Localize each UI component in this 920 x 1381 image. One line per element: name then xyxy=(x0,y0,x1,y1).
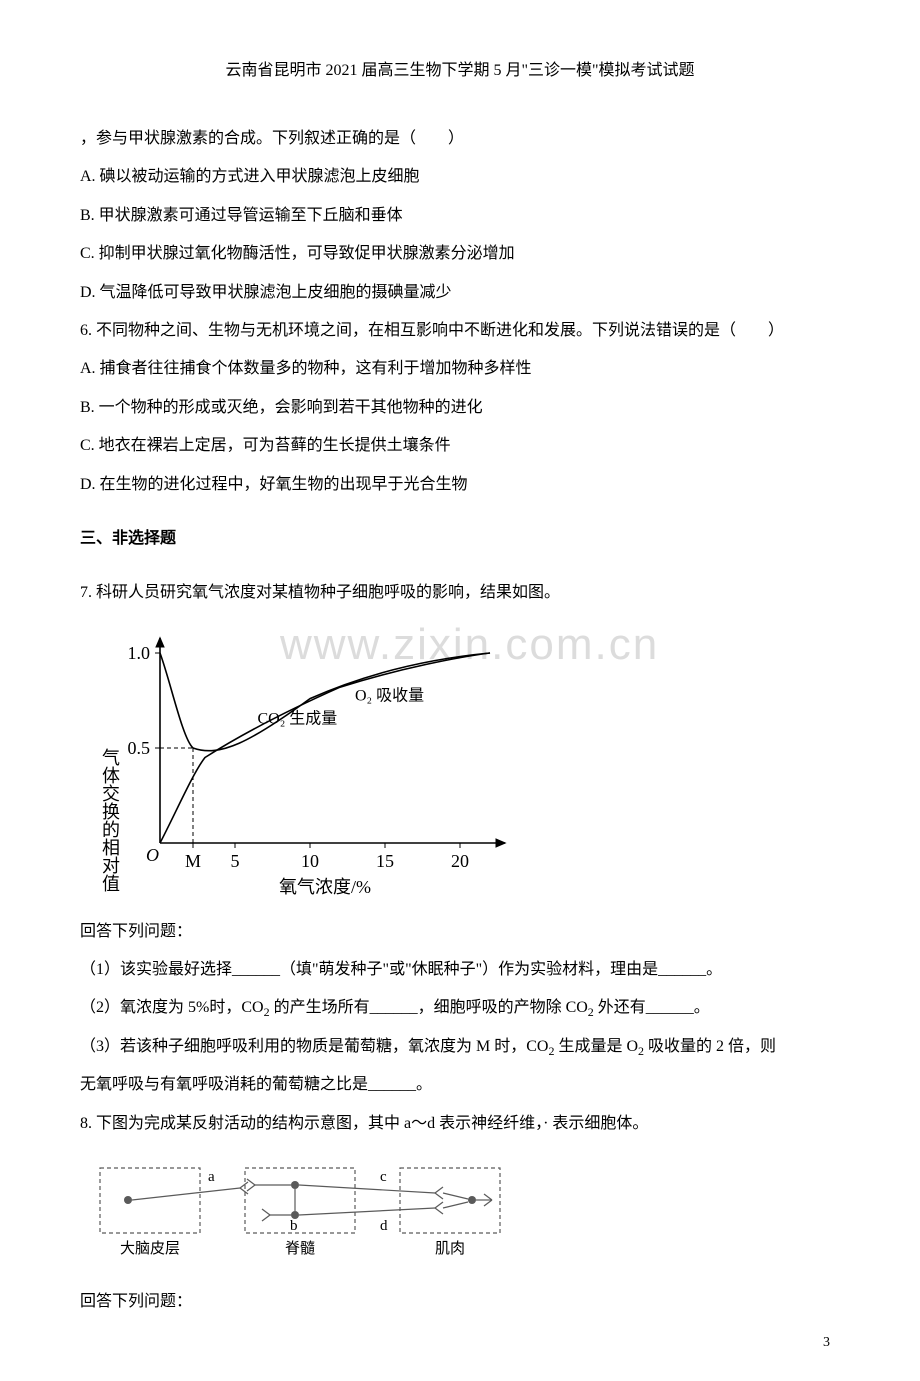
q5-option-b: B. 甲状腺激素可通过导管运输至下丘脑和垂体 xyxy=(80,197,840,235)
q6-option-b: B. 一个物种的形成或灭绝，会影响到若干其他物种的进化 xyxy=(80,389,840,427)
svg-text:气体交换的相对值: 气体交换的相对值 xyxy=(100,748,120,892)
q7-3-prefix: （3）若该种子细胞呼吸利用的物质是葡萄糖，氧浓度为 M 时，CO xyxy=(80,1038,548,1055)
svg-text:a: a xyxy=(208,1169,215,1185)
svg-text:d: d xyxy=(380,1218,388,1234)
section-3-heading: 三、非选择题 xyxy=(80,520,840,558)
q7-3-suffix: 吸收量的 2 倍，则 xyxy=(644,1038,776,1055)
svg-text:5: 5 xyxy=(231,851,240,871)
q5-option-c: C. 抑制甲状腺过氧化物酶活性，可导致促甲状腺激素分泌增加 xyxy=(80,235,840,273)
q7-sub-3-line2: 无氧呼吸与有氧呼吸消耗的葡萄糖之比是______。 xyxy=(80,1066,840,1104)
q7-2-prefix: （2）氧浓度为 5%时，CO xyxy=(80,999,264,1016)
q5-stem: ，参与甲状腺激素的合成。下列叙述正确的是（ ） xyxy=(80,120,840,158)
q7-stem: 7. 科研人员研究氧气浓度对某植物种子细胞呼吸的影响，结果如图。 xyxy=(80,574,840,612)
svg-text:氧气浓度/%: 氧气浓度/% xyxy=(279,877,371,897)
q8-answer-heading: 回答下列问题： xyxy=(80,1283,840,1321)
svg-text:10: 10 xyxy=(301,851,319,871)
svg-text:O: O xyxy=(146,845,159,865)
q7-answer-heading: 回答下列问题： xyxy=(80,913,840,951)
svg-text:20: 20 xyxy=(451,851,469,871)
q7-chart: 1.0 0.5 M 5 10 15 20 O CO₂ 生成量 O₂ 吸收量气体交换的相对值氧气浓度… xyxy=(90,623,520,903)
svg-text:CO₂ 生成量: CO₂ 生成量 xyxy=(258,709,338,727)
q7-2-mid: 的产生场所有______，细胞呼吸的产物除 CO xyxy=(270,999,588,1016)
svg-text:大脑皮层: 大脑皮层 xyxy=(120,1240,180,1257)
q5-option-d: D. 气温降低可导致甲状腺滤泡上皮细胞的摄碘量减少 xyxy=(80,274,840,312)
svg-text:c: c xyxy=(380,1169,387,1185)
svg-text:M: M xyxy=(185,851,201,871)
svg-text:O₂ 吸收量: O₂ 吸收量 xyxy=(355,686,424,704)
svg-text:1.0: 1.0 xyxy=(128,643,151,663)
q5-option-a: A. 碘以被动运输的方式进入甲状腺滤泡上皮细胞 xyxy=(80,158,840,196)
q8-diagram: 大脑皮层 脊髓 肌肉 a b c d xyxy=(90,1153,510,1273)
q6-option-c: C. 地衣在裸岩上定居，可为苔藓的生长提供土壤条件 xyxy=(80,427,840,465)
q7-sub-2: （2）氧浓度为 5%时，CO2 的产生场所有______，细胞呼吸的产物除 CO… xyxy=(80,989,840,1027)
q7-2-suffix: 外还有______。 xyxy=(594,999,710,1016)
page-header: 云南省昆明市 2021 届高三生物下学期 5 月"三诊一模"模拟考试试题 xyxy=(80,56,840,80)
q7-sub-3-line1: （3）若该种子细胞呼吸利用的物质是葡萄糖，氧浓度为 M 时，CO2 生成量是 O… xyxy=(80,1028,840,1066)
q6-option-a: A. 捕食者往往捕食个体数量多的物种，这有利于增加物种多样性 xyxy=(80,350,840,388)
q7-sub-1: （1）该实验最好选择______（填"萌发种子"或"休眠种子"）作为实验材料，理… xyxy=(80,951,840,989)
svg-text:0.5: 0.5 xyxy=(128,738,151,758)
q6-option-d: D. 在生物的进化过程中，好氧生物的出现早于光合生物 xyxy=(80,466,840,504)
svg-text:肌肉: 肌肉 xyxy=(435,1240,465,1257)
page-number: 3 xyxy=(823,1335,830,1351)
q6-stem: 6. 不同物种之间、生物与无机环境之间，在相互影响中不断进化和发展。下列说法错误… xyxy=(80,312,840,350)
svg-text:15: 15 xyxy=(376,851,394,871)
svg-text:b: b xyxy=(290,1218,298,1234)
svg-text:脊髓: 脊髓 xyxy=(285,1240,315,1257)
q7-3-mid: 生成量是 O xyxy=(554,1038,638,1055)
q8-stem: 8. 下图为完成某反射活动的结构示意图，其中 a～d 表示神经纤维，· 表示细胞… xyxy=(80,1105,840,1143)
